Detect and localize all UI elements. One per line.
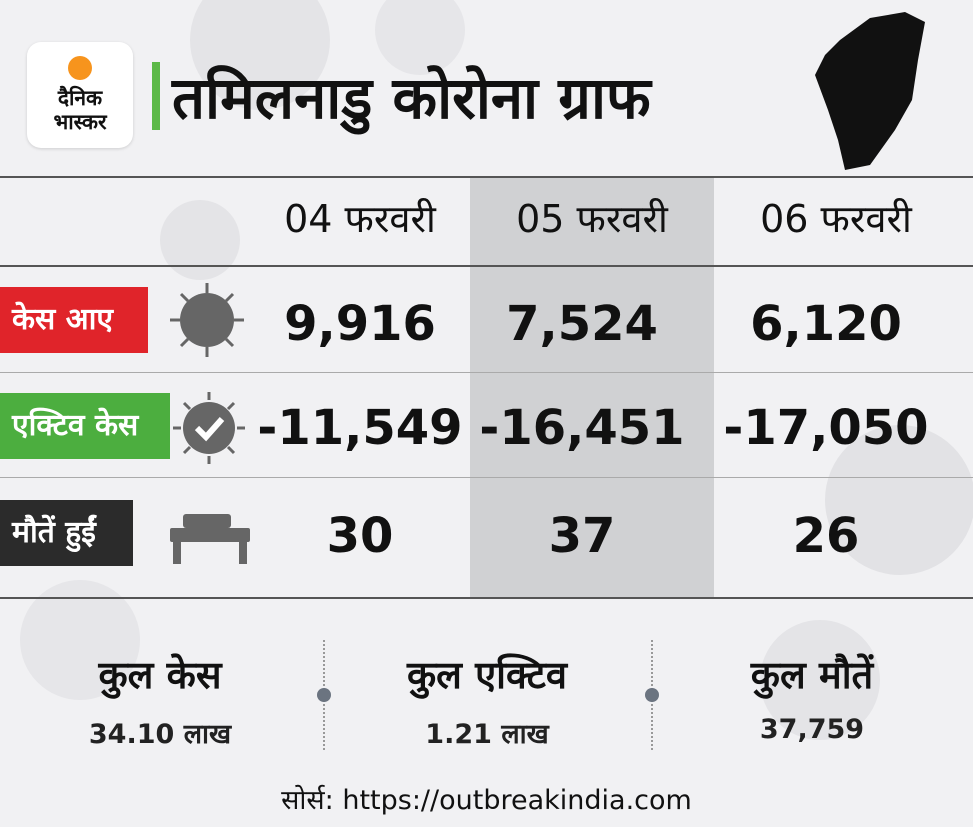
accent-bar [152,62,160,130]
cell-value: 26 [792,508,860,564]
total-label: कुल केस [98,653,222,697]
rule [0,265,973,267]
date-header: 06 फरवरी [760,197,912,241]
highlight-column [470,176,714,597]
total-value: 34.10 लाख [88,719,232,750]
total-label: कुल एक्टिव [406,653,568,697]
date-header: 04 फरवरी [284,197,436,241]
total-label: कुल मौतें [750,653,874,697]
row-label: एक्टिव केस [0,393,170,459]
cell-value: -11,549 [257,400,463,456]
rule [0,477,973,478]
row-label: मौतें हुईं [0,500,133,566]
source: सोर्स: https://outbreakindia.com [281,785,692,816]
cell-value: 6,120 [750,296,902,352]
title: तमिलनाडु कोरोना ग्राफ [172,64,651,132]
cell-value: -17,050 [723,400,929,456]
cell-value: 30 [326,508,394,564]
cell-value: 37 [548,508,616,564]
rule [0,372,973,373]
cell-value: -16,451 [479,400,685,456]
logo-text: भास्कर [53,110,107,134]
logo: दैनिक भास्कर [27,42,133,148]
rule [0,597,973,599]
cell-value: 9,916 [284,296,436,352]
rule [0,176,973,178]
row-icons [170,283,250,564]
date-header: 05 फरवरी [516,197,668,241]
divider-dot [645,688,659,702]
divider-dot [317,688,331,702]
logo-text: दैनिक [57,86,103,110]
cell-value: 7,524 [506,296,658,352]
total-value: 1.21 लाख [425,719,549,750]
state-map [815,12,925,170]
row-label: केस आए [0,287,148,353]
total-value: 37,759 [759,714,865,745]
